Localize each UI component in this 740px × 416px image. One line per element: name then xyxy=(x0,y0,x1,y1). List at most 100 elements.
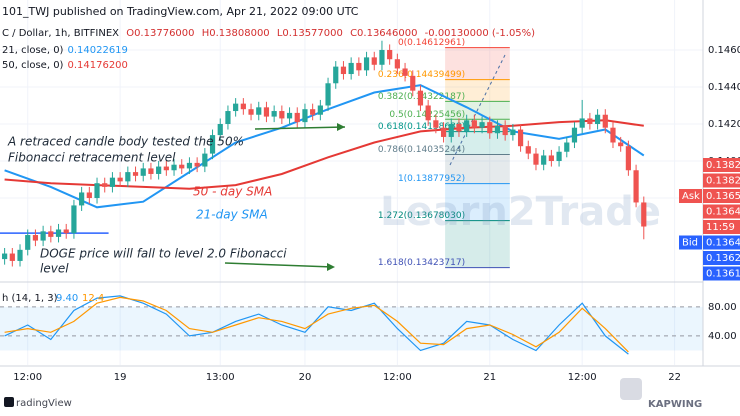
candle-body xyxy=(571,127,578,143)
price-tag xyxy=(703,251,740,265)
candle-body xyxy=(517,129,524,147)
arrow-head xyxy=(337,123,345,131)
candle-body xyxy=(179,164,185,169)
candle-body xyxy=(186,162,193,169)
price-tag xyxy=(703,158,740,172)
price-tag-label: 0.1382 xyxy=(706,176,740,187)
candle-body xyxy=(394,59,400,69)
price-tag xyxy=(703,189,740,203)
candle-body xyxy=(564,142,570,152)
projection-line xyxy=(449,54,506,166)
fib-zone xyxy=(445,220,510,268)
candle-body xyxy=(387,49,393,60)
x-tick-label: 19 xyxy=(114,372,127,383)
price-tag-label: 0.1361 xyxy=(706,269,740,280)
stoch-k-value: 9.40 xyxy=(56,293,78,304)
candle-body xyxy=(86,192,92,199)
side-tag-label: Ask xyxy=(682,191,700,202)
price-tag xyxy=(703,266,740,281)
candle-body xyxy=(217,123,223,136)
candle-body xyxy=(9,253,15,261)
legend-name: 50, close, 0) xyxy=(2,60,64,71)
watermark: Learn2Trade xyxy=(380,189,661,235)
candle-body xyxy=(556,151,562,162)
candle-body xyxy=(371,57,377,65)
fib-label: 1.272(0.13678030) xyxy=(378,211,465,221)
ohlc: H0.13808000 xyxy=(202,28,270,39)
price-tag xyxy=(703,204,740,219)
stoch-d-value: 12.4 xyxy=(82,293,104,304)
x-tick-label: 22 xyxy=(668,372,681,383)
candle-body xyxy=(310,109,316,115)
candle-body xyxy=(433,120,439,128)
candle-body xyxy=(510,129,516,136)
annotation: level xyxy=(40,262,69,276)
legend-value: 0.14176200 xyxy=(67,60,127,71)
candle-body xyxy=(633,170,639,203)
candle-body xyxy=(602,114,608,128)
fib-zone xyxy=(445,183,510,221)
candle-body xyxy=(79,192,85,206)
annotation: Fibonacci retracement level xyxy=(8,151,176,165)
fib-label: 1(0.13877952) xyxy=(398,174,465,184)
side-tag-label: Bid xyxy=(682,238,698,249)
price-tag-label: 0.1382 xyxy=(706,160,740,171)
candle-body xyxy=(363,57,370,71)
fibonacci: 0(0.14612961)0.236(0.14439499)0.382(0.14… xyxy=(378,38,510,269)
footer-brand: radingView xyxy=(16,398,72,409)
annotations: A retraced candle body tested the 50% Fi… xyxy=(7,123,346,276)
candle-body xyxy=(225,111,231,124)
badge: KAPWING xyxy=(648,399,702,410)
candle-body xyxy=(125,172,131,182)
candle-body xyxy=(286,112,293,119)
candle-body xyxy=(487,122,493,134)
change: -0.00130000 (-1.05%) xyxy=(425,28,536,39)
annotation: A retraced candle body tested the 50% xyxy=(7,135,244,149)
candle-body xyxy=(464,120,470,132)
fib-zone xyxy=(445,131,510,155)
fib-zone xyxy=(445,154,510,184)
fib-label: 1.618(0.13423717) xyxy=(378,258,465,268)
price-tag xyxy=(703,235,740,250)
side-tag xyxy=(679,189,702,203)
candle-body xyxy=(233,103,239,112)
candle-body xyxy=(71,205,77,234)
candle-body xyxy=(2,253,8,260)
candle-body xyxy=(641,202,647,227)
candle-body xyxy=(140,168,146,176)
candle-body xyxy=(317,105,323,115)
fib-label: 0.236(0.14439499) xyxy=(378,70,465,80)
candle-body xyxy=(325,83,331,106)
candle-body xyxy=(17,249,23,261)
header: 101_TWJ published on TradingView.com, Ap… xyxy=(2,5,535,71)
candle-body xyxy=(333,66,339,84)
candle-body xyxy=(132,172,139,176)
symbol-line: C / Dollar, 1h, BITFINEX O0.13776000 H0.… xyxy=(2,28,535,39)
y-tick-label: 0.1460 xyxy=(708,45,740,56)
price-tag-label: 0.1364 xyxy=(706,207,740,218)
logo xyxy=(4,397,14,407)
candle-body xyxy=(63,229,69,234)
candle-body xyxy=(248,109,254,115)
candle-body xyxy=(356,62,362,71)
fib-zone xyxy=(445,47,510,80)
grid xyxy=(0,0,703,365)
candle-body xyxy=(194,162,200,167)
ohlc: L0.13577000 xyxy=(277,28,343,39)
candle-body xyxy=(494,125,501,134)
legend-name: 21, close, 0) xyxy=(2,45,64,56)
candle-body xyxy=(410,75,416,91)
candle-body xyxy=(425,105,431,121)
ohlc: O0.13776000 xyxy=(126,28,194,39)
price-tag-label: 0.1365 xyxy=(706,191,740,202)
price-tag-label: 11:59 xyxy=(706,222,735,233)
ohlc: C0.13646000 xyxy=(350,28,417,39)
candle-body xyxy=(171,164,177,171)
stoch-tick-label: 80.00 xyxy=(708,302,737,313)
candle-body xyxy=(440,127,447,137)
x-tick-label: 12:00 xyxy=(13,372,42,383)
candle-body xyxy=(587,118,593,124)
candle-body xyxy=(302,109,308,123)
candle-body xyxy=(402,68,408,76)
candle-body xyxy=(502,125,508,136)
